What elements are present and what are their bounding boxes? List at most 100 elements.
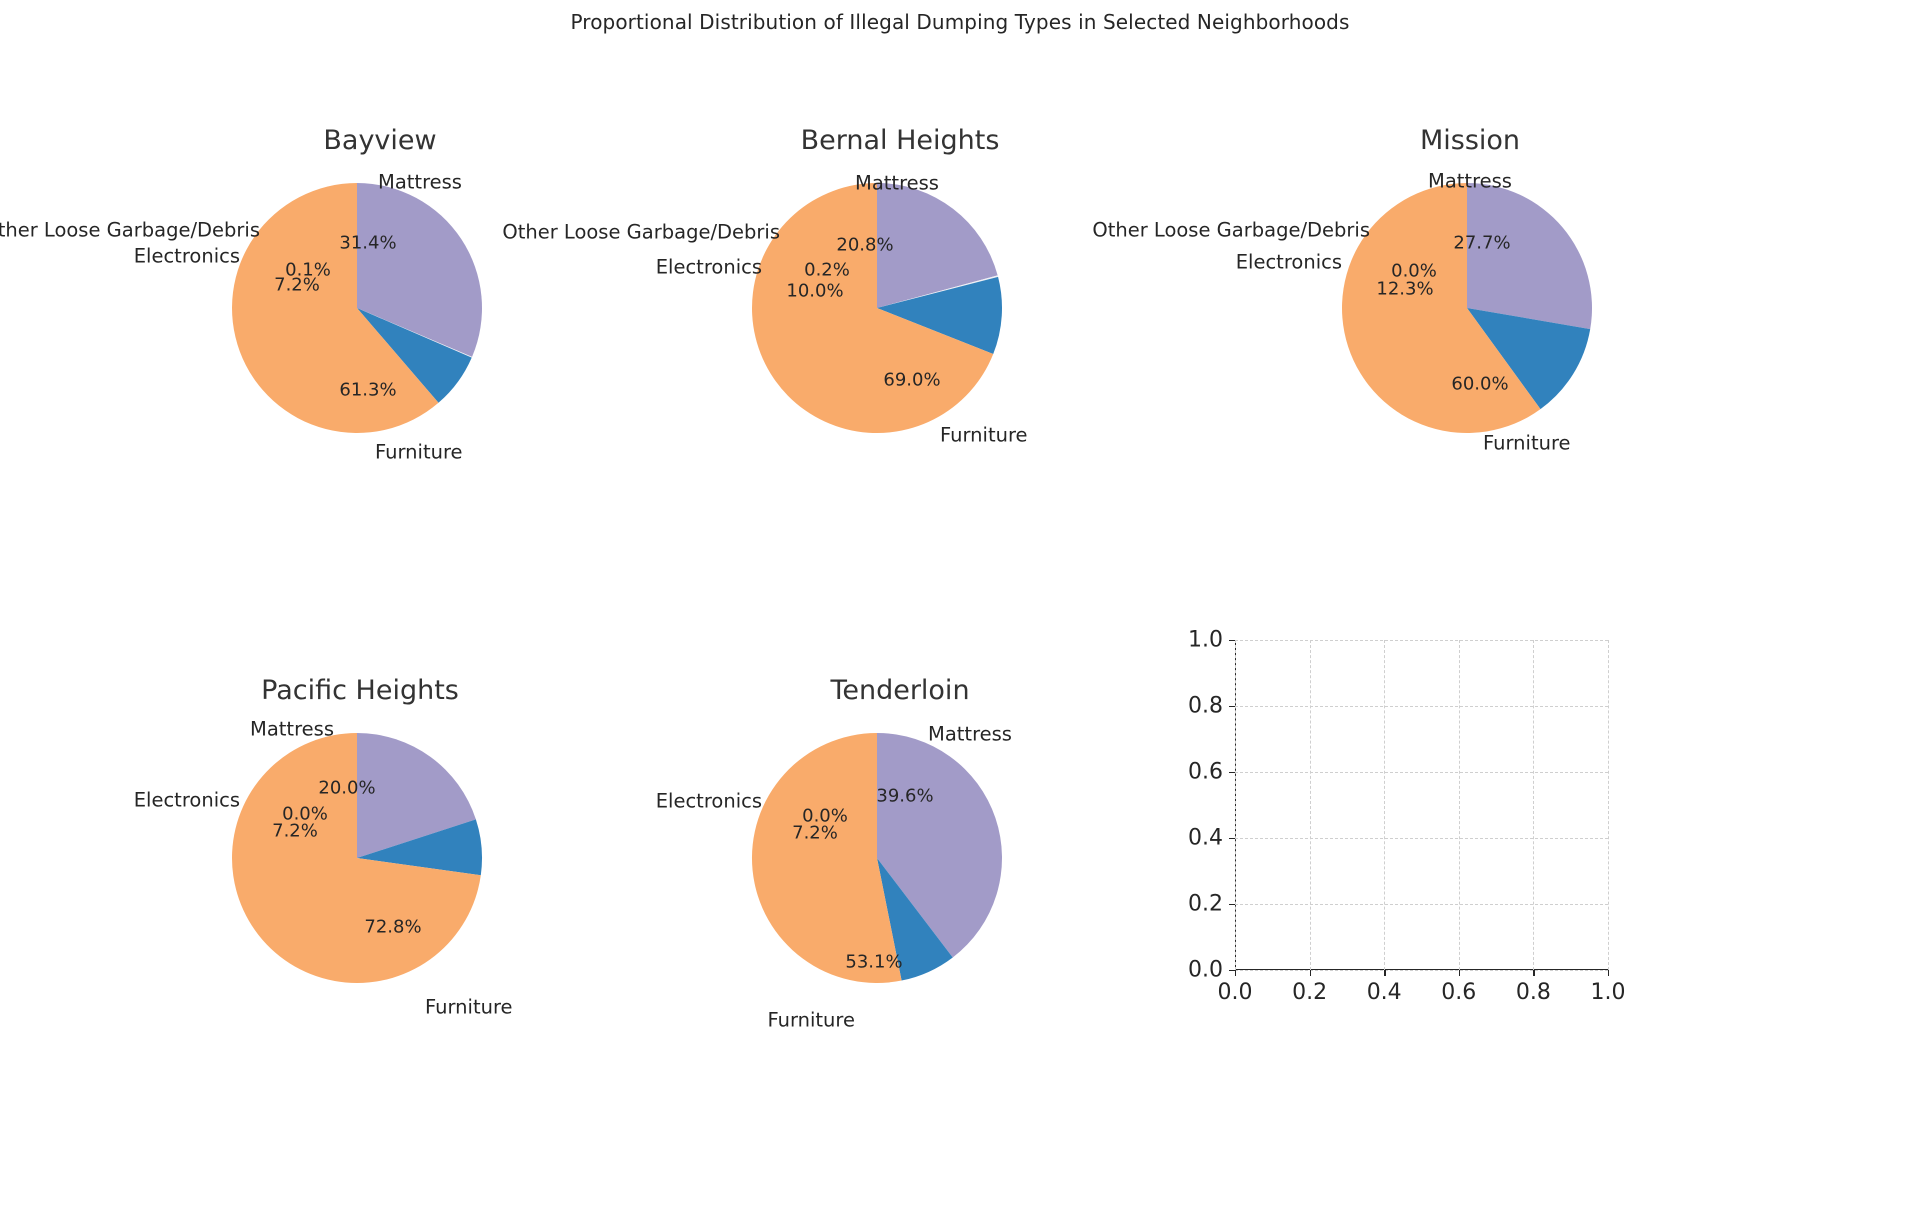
- ytick-mark-3: [1229, 838, 1235, 840]
- ytick-label-0: 1.0: [1188, 627, 1223, 653]
- pie-pct-other-tenderloin: 0.0%: [802, 805, 848, 827]
- pie-label-furniture-mission: Furniture: [1483, 431, 1571, 455]
- ytick-mark-2: [1229, 772, 1235, 774]
- pie-pacific-heights: [232, 733, 483, 983]
- xtick-label-5: 1.0: [1590, 980, 1626, 1005]
- slice-mattress: [1467, 183, 1593, 330]
- ytick-label-2: 0.6: [1188, 759, 1223, 785]
- pie-pct-other-bernal: 0.2%: [804, 259, 850, 281]
- pie-label-other-bayview: Other Loose Garbage/Debris: [0, 218, 260, 242]
- xtick-label-3: 0.6: [1441, 980, 1477, 1005]
- xtick-label-0: 0.0: [1217, 980, 1253, 1005]
- ytick-mark-4: [1229, 904, 1235, 906]
- panel-bernal-heights: Bernal Heights Mattress Other Loose Garb…: [502, 125, 1160, 495]
- pie-label-mattress-bernal: Mattress: [855, 171, 939, 195]
- pie-label-electronics-pacific: Electronics: [133, 788, 240, 812]
- pie-label-other-mission: Other Loose Garbage/Debris: [1092, 218, 1370, 242]
- slice-furniture: [1342, 183, 1541, 433]
- pie-label-mattress-mission: Mattress: [1428, 169, 1512, 193]
- pie-pct-mattress-bayview: 31.4%: [339, 232, 397, 254]
- gridline-h-1: [1235, 706, 1608, 707]
- panel-empty-axes: 1.0 0.8 0.6 0.4 0.2 0.0 0.0 0.2 0.4 0.6 …: [1180, 628, 1880, 1040]
- slice-furniture: [751, 183, 994, 433]
- slice-electronics: [1467, 308, 1591, 410]
- gridline-v-1: [1309, 640, 1311, 970]
- pie-pct-mattress-tenderloin: 39.6%: [876, 785, 934, 807]
- pie-pct-mattress-mission: 27.7%: [1453, 232, 1511, 254]
- pie-slices-pacific: [232, 733, 483, 983]
- xtick-mark-0: [1235, 970, 1237, 976]
- pie-pct-furniture-mission: 60.0%: [1451, 373, 1509, 395]
- pie-bayview-svg: [232, 183, 483, 433]
- ytick-label-1: 0.8: [1188, 693, 1223, 719]
- panel-pacific-heights: Pacific Heights Mattress Electronics Fur…: [120, 675, 640, 1045]
- pie-label-mattress-pacific: Mattress: [250, 717, 334, 741]
- pie-label-furniture-tenderloin: Furniture: [767, 1008, 855, 1032]
- gridline-v-3: [1458, 640, 1460, 970]
- pie-label-furniture-bernal: Furniture: [940, 423, 1028, 447]
- ytick-label-3: 0.4: [1188, 825, 1223, 851]
- ytick-label-4: 0.2: [1188, 891, 1223, 917]
- gridline-v-2: [1384, 640, 1386, 970]
- pie-pct-electronics-mission: 12.3%: [1376, 278, 1434, 300]
- slice-mattress: [877, 733, 1002, 958]
- gridline-v-0: [1235, 640, 1236, 970]
- panel-title-mission: Mission: [1419, 125, 1521, 156]
- panel-bayview: Bayview Mattress Other Loose Garbage/Deb…: [0, 125, 640, 495]
- slice-electronics: [357, 819, 483, 876]
- figure-suptitle: Proportional Distribution of Illegal Dum…: [570, 10, 1350, 34]
- slice-mattress: [357, 733, 476, 858]
- panel-title-tenderloin: Tenderloin: [830, 675, 970, 706]
- pie-pct-electronics-tenderloin: 7.2%: [792, 822, 838, 844]
- pie-pct-furniture-tenderloin: 53.1%: [845, 951, 903, 973]
- pie-bernal-svg: [751, 183, 1002, 433]
- ytick-mark-0: [1229, 640, 1235, 642]
- pie-label-electronics-bayview: Electronics: [133, 244, 240, 268]
- pie-bernal-heights: [751, 183, 1002, 433]
- pie-pct-furniture-bernal: 69.0%: [883, 369, 941, 391]
- ytick-mark-5: [1229, 970, 1235, 972]
- empty-axes-plot: 1.0 0.8 0.6 0.4 0.2 0.0 0.0 0.2 0.4 0.6 …: [1188, 628, 1626, 1006]
- pie-pct-mattress-pacific: 20.0%: [318, 777, 376, 799]
- axis-spine-bottom: [1235, 968, 1608, 970]
- xtick-mark-3: [1458, 970, 1461, 976]
- pie-tenderloin-svg: [751, 733, 1002, 983]
- panel-title-bernal-heights: Bernal Heights: [800, 125, 1000, 156]
- xtick-mark-1: [1309, 970, 1311, 976]
- gridline-v-4: [1533, 640, 1535, 970]
- pie-mission-svg: [1342, 183, 1593, 433]
- pie-label-electronics-tenderloin: Electronics: [655, 789, 762, 813]
- pie-label-electronics-bernal: Electronics: [655, 255, 762, 279]
- xtick-label-4: 0.8: [1515, 980, 1551, 1005]
- xtick-mark-2: [1384, 970, 1386, 976]
- pie-bayview: [232, 183, 483, 433]
- pie-label-furniture-pacific: Furniture: [425, 995, 513, 1019]
- slice-electronics: [877, 858, 953, 981]
- slice-furniture: [232, 183, 439, 433]
- pie-slices-bernal: [751, 183, 1002, 433]
- pie-label-other-bernal: Other Loose Garbage/Debris: [502, 220, 780, 244]
- panel-title-pacific-heights: Pacific Heights: [261, 675, 459, 706]
- panel-title-bayview: Bayview: [323, 125, 437, 156]
- pie-pct-other-mission: 0.0%: [1391, 260, 1437, 282]
- slice-other-loose-garbage-debris: [357, 308, 473, 358]
- pie-label-mattress-tenderloin: Mattress: [928, 722, 1012, 746]
- pie-pct-mattress-bernal: 20.8%: [836, 234, 894, 256]
- gridline-h-4: [1235, 904, 1608, 905]
- ytick-label-5: 0.0: [1188, 957, 1223, 983]
- ytick-mark-1: [1229, 706, 1235, 708]
- slice-mattress: [877, 183, 998, 308]
- gridline-h-2: [1235, 772, 1608, 773]
- pie-pct-furniture-bayview: 61.3%: [339, 379, 397, 401]
- pie-pct-other-pacific: 0.0%: [282, 803, 328, 825]
- xtick-label-2: 0.4: [1366, 980, 1402, 1005]
- slice-other-loose-garbage-debris: [877, 275, 999, 308]
- slice-mattress: [357, 183, 483, 357]
- pie-tenderloin: [751, 733, 1002, 983]
- xtick-label-1: 0.2: [1292, 980, 1328, 1005]
- pie-label-mattress-bayview: Mattress: [378, 170, 462, 194]
- pie-mission: [1342, 183, 1593, 433]
- pie-pct-electronics-bayview: 7.2%: [274, 274, 320, 296]
- slice-electronics: [877, 276, 1002, 355]
- slice-electronics: [357, 308, 472, 403]
